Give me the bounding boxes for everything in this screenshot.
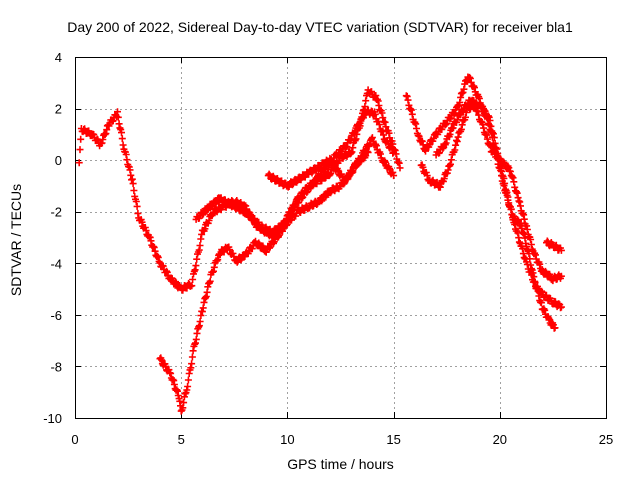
y-tick-label: -4 <box>50 256 62 271</box>
y-axis-label: SDTVAR / TECUs <box>8 183 24 297</box>
y-tick-label: 4 <box>55 50 62 65</box>
series-points <box>264 148 372 191</box>
x-tick-label: 0 <box>71 432 78 447</box>
y-tick-label: -2 <box>50 205 62 220</box>
plot-frame <box>75 57 607 419</box>
x-tick-label: 5 <box>178 432 185 447</box>
x-tick-labels: 0 5 10 15 20 25 <box>71 432 613 447</box>
y-tick-label: -8 <box>50 359 62 374</box>
x-tick-label: 25 <box>599 432 613 447</box>
y-tick-label: -6 <box>50 308 62 323</box>
chart-title: Day 200 of 2022, Sidereal Day-to-day VTE… <box>67 19 573 35</box>
series-4 <box>264 148 372 191</box>
series-7 <box>432 96 565 285</box>
x-tick-label: 10 <box>280 432 294 447</box>
x-axis-label: GPS time / hours <box>287 456 394 472</box>
y-tick-label: 2 <box>55 102 62 117</box>
data-points <box>75 73 565 415</box>
series-points <box>543 237 565 254</box>
y-tick-label: -10 <box>43 411 62 426</box>
x-tick-label: 15 <box>386 432 400 447</box>
y-tick-label: 0 <box>55 153 62 168</box>
x-tick-label: 20 <box>493 432 507 447</box>
series-points <box>432 96 565 285</box>
series-8 <box>543 237 565 254</box>
y-tick-labels: 4 2 0 -2 -4 -6 -8 -10 <box>43 50 62 426</box>
axis-ticks <box>75 57 607 419</box>
